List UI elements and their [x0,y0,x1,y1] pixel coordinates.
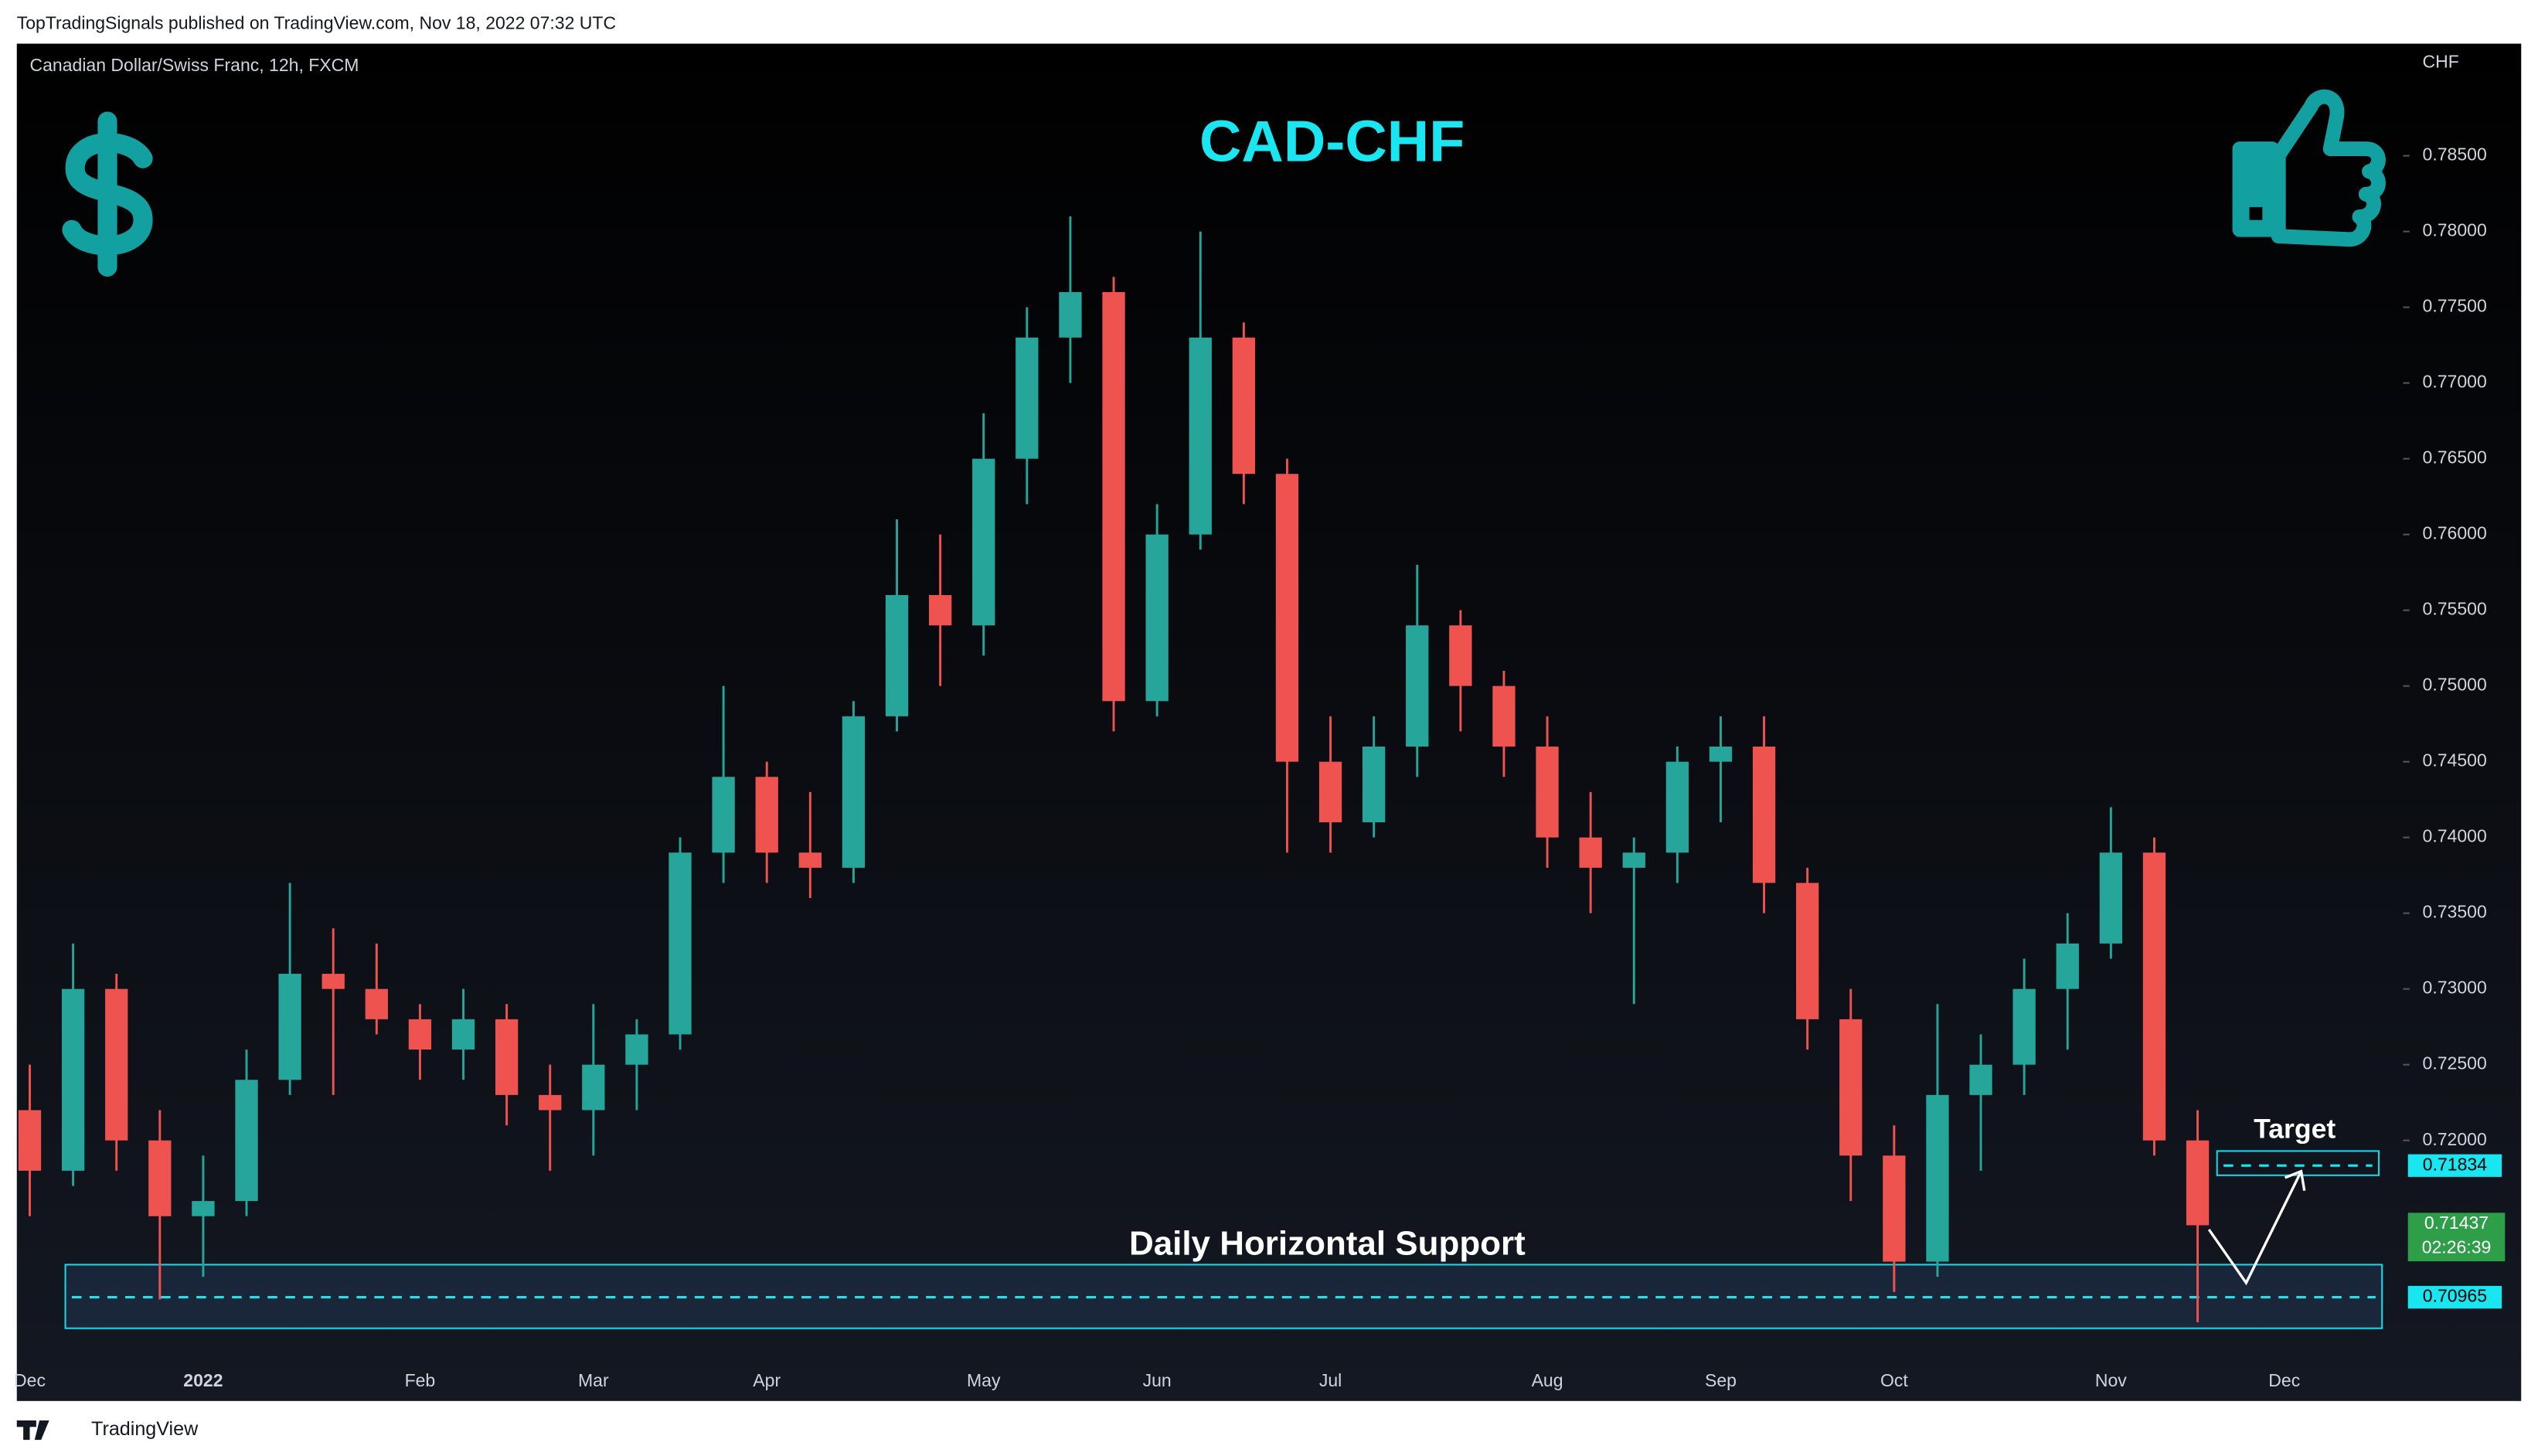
x-tick-label: Mar [578,1370,609,1390]
candle-body [1969,1064,1992,1095]
candle-body [669,852,692,1035]
x-tick-label: 2022 [183,1370,223,1390]
candle-body [798,852,822,868]
x-tick-label: Feb [405,1370,436,1390]
y-tick-label: 0.77500 [2423,296,2487,316]
candle-body [2186,1140,2210,1226]
candle-body [1102,291,1125,702]
level-price-box [2407,1285,2502,1309]
candle-body [148,1140,172,1216]
candle-body [582,1064,605,1111]
zone-label: Daily Horizontal Support [1129,1224,1526,1262]
footer-logo-mark [16,1420,49,1441]
x-tick-label: Jun [1143,1370,1172,1390]
candle-body [2142,852,2166,1141]
y-tick-label: 0.76000 [2423,523,2487,543]
y-tick-label: 0.72500 [2423,1053,2487,1073]
candle-body [1145,534,1169,702]
candle-body [842,716,866,868]
candle-body [451,1019,475,1050]
x-tick-label: Dec [2268,1370,2300,1390]
candle-body [1492,685,1516,747]
footer-logo: TradingView [91,1418,199,1440]
x-tick-label: Nov [2095,1370,2127,1390]
candle-body [192,1201,215,1216]
candle-body [1883,1155,1906,1262]
y-tick-label: 0.75500 [2423,599,2487,619]
x-tick-label: May [967,1370,1001,1390]
candle-body [755,777,778,853]
candle-body [539,1094,562,1111]
candle-body [365,988,388,1019]
candle-body [18,1110,42,1171]
candle-body [1449,625,1472,686]
candle-body [322,974,345,989]
y-tick-label: 0.78000 [2423,220,2487,240]
candle-body [1059,291,1082,338]
last-price-label: 0.71437 [2424,1213,2489,1233]
candle-body [105,988,128,1141]
x-tick-label: Apr [753,1370,781,1390]
candle-body [1189,337,1212,535]
candle-body [1406,625,1429,747]
y-tick-label: 0.77000 [2423,372,2487,392]
candle-body [278,974,301,1080]
y-tick-label: 0.72000 [2423,1129,2487,1149]
axis-unit: CHF [2423,52,2459,72]
candle-body [928,595,952,626]
candle-body [1709,747,1733,762]
candle-body [1665,761,1689,853]
chart-background [16,43,2522,1401]
candle-body [1752,747,1776,883]
y-tick-label: 0.75000 [2423,675,2487,695]
x-tick-label: Sep [1705,1370,1737,1390]
candle-body [1622,852,1645,868]
x-tick-label: Aug [1532,1370,1563,1390]
candle-body [495,1019,519,1095]
candle-body [972,458,995,626]
zone-label: Target [2254,1114,2336,1145]
level-price-label: 0.70965 [2423,1286,2487,1306]
publish-header: TopTradingSignals published on TradingVi… [17,12,616,32]
candle-body [1796,883,1819,1019]
x-tick-label: Jul [1319,1370,1342,1390]
candle-body [1232,337,1255,475]
candle-body [712,777,735,853]
candle-body [2012,988,2036,1065]
candle-body [61,988,85,1171]
thumbs-up-icon [2232,89,2386,247]
projection-arrow [2207,1169,2306,1286]
y-tick-label: 0.73000 [2423,978,2487,998]
candle-body [1926,1094,1949,1262]
candle-body [408,1019,432,1050]
symbol-info: Canadian Dollar/Swiss Franc, 12h, FXCM [30,55,359,75]
y-tick-label: 0.73500 [2423,902,2487,922]
candle-body [1318,761,1342,823]
y-tick-label: 0.74500 [2423,750,2487,771]
candle-body [1362,747,1386,823]
level-price-box [2407,1154,2502,1177]
level-price-label: 0.71834 [2423,1154,2487,1174]
candle-body [885,595,909,716]
dollar-icon [62,111,153,277]
candle-body [235,1080,258,1202]
candle-body [1016,337,1039,459]
candle-body [2099,852,2123,944]
x-tick-label: Dec [14,1370,46,1390]
y-tick-label: 0.76500 [2423,447,2487,468]
candle-body [2056,943,2079,989]
y-tick-label: 0.74000 [2423,826,2487,846]
candle-body [625,1034,648,1065]
x-tick-label: Oct [1880,1370,1908,1390]
chart-title: CAD-CHF [1199,108,1465,173]
bar-countdown: 02:26:39 [2422,1237,2492,1257]
y-tick-label: 0.78500 [2423,145,2487,165]
candle-body [1579,837,1602,868]
candle-body [1839,1019,1863,1156]
candle-body [1536,747,1559,838]
candle-body [1275,474,1299,762]
last-price-box [2407,1213,2506,1262]
